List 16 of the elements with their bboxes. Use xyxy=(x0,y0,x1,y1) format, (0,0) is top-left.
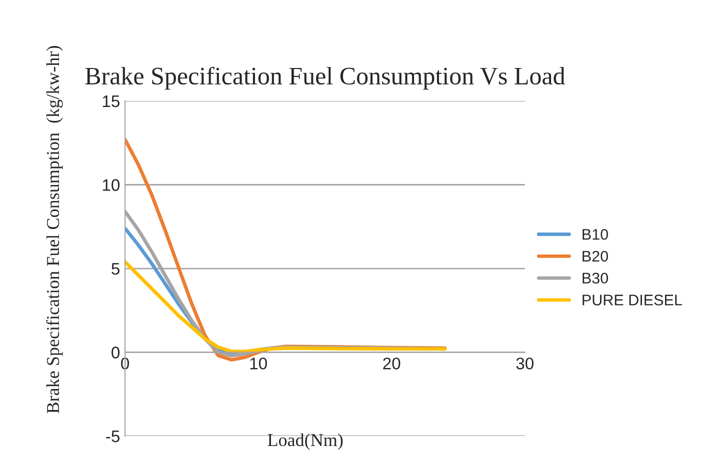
legend-label: B30 xyxy=(582,272,608,284)
y-tick-label: 5 xyxy=(112,263,120,275)
line-series xyxy=(125,260,447,354)
x-tick-label: 30 xyxy=(516,358,534,370)
chart-title: Brake Specification Fuel Consumption Vs Load xyxy=(85,66,566,90)
legend-label: PURE DIESEL xyxy=(582,294,682,306)
legend-label: B20 xyxy=(582,250,608,262)
y-tick-label: 10 xyxy=(102,179,120,191)
x-axis-title: Load(Nm) xyxy=(268,433,343,450)
y-tick-label: -5 xyxy=(106,430,120,442)
y-tick-label: 0 xyxy=(112,346,120,358)
x-tick-label: 10 xyxy=(250,358,267,370)
y-axis-title: Brake Specification Fuel Consumption (kg/kw-hr) xyxy=(46,46,63,414)
y-tick-label: 15 xyxy=(102,96,120,108)
x-tick-label: 20 xyxy=(383,358,400,370)
legend-label: B10 xyxy=(582,228,608,240)
